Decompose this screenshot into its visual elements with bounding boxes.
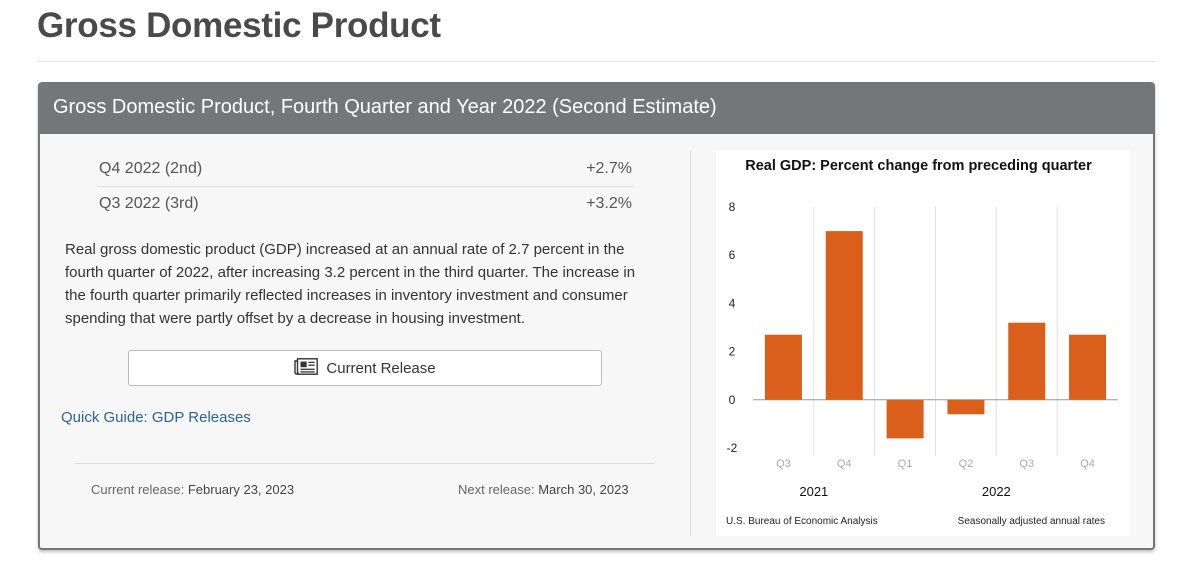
gdp-bar [764, 334, 802, 400]
y-tick-label: 4 [729, 296, 736, 310]
chart-title: Real GDP: Percent change from preceding … [745, 158, 1092, 174]
gdp-bar [947, 399, 985, 415]
estimates-table: Q4 2022 (2nd) +2.7% Q3 2022 (3rd) +3.2% [97, 152, 634, 221]
year-group-label: 2021 [799, 484, 828, 499]
x-tick-label: Q3 [776, 458, 791, 470]
newspaper-icon [294, 357, 319, 379]
estimate-value: +2.7% [586, 160, 632, 177]
x-tick-label: Q4 [1080, 458, 1095, 470]
y-tick-label: 6 [729, 248, 736, 262]
y-tick-label: 0 [729, 393, 736, 407]
next-release-date: Next release: March 30, 2023 [458, 482, 629, 497]
page-title: Gross Domestic Product [37, 6, 441, 45]
next-release-value: March 30, 2023 [538, 482, 629, 497]
chart-rate-note: Seasonally adjusted annual rates [958, 516, 1105, 527]
gdp-chart: Real GDP: Percent change from preceding … [716, 150, 1130, 536]
estimate-value: +3.2% [586, 195, 632, 212]
y-tick-label: -2 [727, 441, 738, 455]
x-tick-label: Q4 [837, 458, 852, 470]
gdp-bar [1069, 334, 1107, 400]
release-summary: Real gross domestic product (GDP) increa… [65, 241, 636, 327]
year-group-label: 2022 [982, 484, 1011, 499]
x-tick-label: Q2 [959, 458, 974, 470]
y-tick-label: 8 [729, 200, 736, 214]
footer-divider [75, 463, 655, 464]
estimate-row: Q4 2022 (2nd) +2.7% [97, 152, 634, 186]
gdp-bar-chart: Real GDP: Percent change from preceding … [726, 158, 1118, 527]
current-release-value: February 23, 2023 [187, 482, 295, 497]
estimate-row: Q3 2022 (3rd) +3.2% [97, 186, 634, 221]
estimate-label: Q3 2022 (3rd) [99, 195, 199, 212]
next-release-label-text: Next release: [458, 482, 535, 497]
x-tick-label: Q3 [1019, 458, 1034, 470]
gdp-bar [825, 231, 863, 400]
gdp-bar [1008, 322, 1046, 400]
estimate-label: Q4 2022 (2nd) [99, 160, 203, 177]
x-tick-label: Q1 [898, 458, 913, 470]
column-divider [690, 150, 691, 536]
gdp-panel: Gross Domestic Product, Fourth Quarter a… [38, 82, 1155, 550]
current-release-label-text: Current release: [91, 482, 185, 497]
panel-header: Gross Domestic Product, Fourth Quarter a… [40, 84, 1153, 134]
gdp-bar [886, 399, 924, 439]
y-tick-label: 2 [729, 345, 736, 359]
panel-title: Gross Domestic Product, Fourth Quarter a… [53, 96, 717, 118]
chart-source-note: U.S. Bureau of Economic Analysis [726, 516, 878, 527]
current-release-date: Current release: February 23, 2023 [91, 482, 294, 497]
quick-guide-link[interactable]: Quick Guide: GDP Releases [61, 409, 251, 426]
current-release-label: Current Release [326, 359, 436, 377]
current-release-button[interactable]: Current Release [128, 350, 602, 386]
title-divider [37, 61, 1157, 62]
